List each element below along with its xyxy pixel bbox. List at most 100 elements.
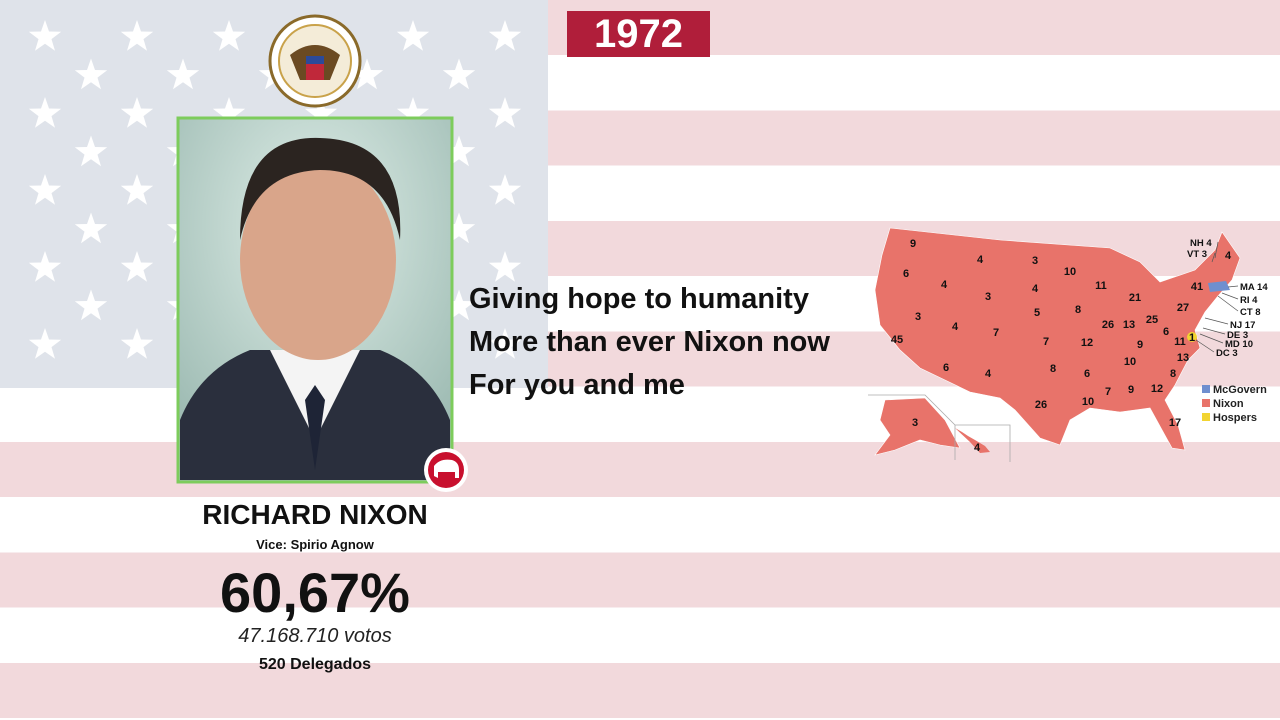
star [488, 20, 522, 51]
callout-label: MA 14 [1240, 282, 1268, 293]
hawaii [955, 428, 990, 453]
legend-swatch [1202, 385, 1210, 393]
state-electors: 12 [1151, 383, 1163, 395]
state-electors: 13 [1123, 319, 1135, 331]
legend-label: Hospers [1213, 412, 1257, 424]
star [350, 58, 384, 90]
state-electors: 5 [1034, 307, 1040, 319]
star [212, 97, 246, 128]
callout-line [1195, 339, 1215, 353]
state-electors: 4 [1032, 283, 1039, 295]
star [120, 251, 154, 282]
hospers-va [1187, 332, 1197, 342]
alaska [874, 397, 961, 456]
star [74, 289, 108, 321]
inset-lines [868, 394, 1011, 462]
state-electors: 9 [1128, 384, 1134, 396]
star [74, 135, 108, 167]
vote-count: 47.168.710 votos [238, 625, 392, 647]
state-electors: 7 [1105, 386, 1111, 398]
state-electors: 10 [1064, 266, 1076, 278]
delegates: 520 Delegados [258, 656, 372, 673]
callout-line [1204, 317, 1229, 325]
star [28, 20, 62, 51]
state-electors: 17 [1169, 417, 1181, 429]
star [442, 135, 476, 167]
callout-label: VT 3 [1187, 249, 1207, 260]
star [304, 97, 338, 128]
star [442, 289, 476, 321]
state-electors: 3 [915, 311, 921, 323]
star [120, 174, 154, 205]
state-electors: 7 [993, 327, 999, 339]
state-electors: 4 [985, 368, 992, 380]
star [212, 20, 246, 51]
legend-label: Nixon [1213, 398, 1244, 410]
state-electors: 7 [1043, 336, 1049, 348]
lyrics: Giving hope to humanity More than ever Ni… [469, 278, 830, 407]
callout-line [1214, 241, 1219, 259]
callout-label: DE 3 [1227, 330, 1248, 341]
legend-swatch [1202, 413, 1210, 421]
star [488, 251, 522, 282]
star [120, 328, 154, 359]
state-electors: 10 [1082, 396, 1094, 408]
star [28, 251, 62, 282]
vote-percent: 60,67% [220, 561, 410, 624]
state-electors: 10 [1124, 356, 1136, 368]
callout-label: NH 4 [1190, 238, 1212, 249]
state-electors: 6 [903, 268, 909, 280]
state-electors: 4 [977, 254, 984, 266]
star [74, 58, 108, 90]
star [120, 20, 154, 51]
star [396, 97, 430, 128]
callout-line [1211, 252, 1216, 263]
callout-line [1199, 333, 1224, 344]
star [442, 212, 476, 244]
contiguous-us [874, 227, 1241, 451]
state-electors: 8 [1075, 304, 1081, 316]
candidate-name: RICHARD NIXON [202, 499, 428, 530]
state-electors: 6 [1084, 368, 1090, 380]
state-electors: 8 [1050, 363, 1056, 375]
star [396, 20, 430, 51]
state-electors: 3 [912, 417, 918, 429]
star [488, 174, 522, 205]
state-electors: 27 [1177, 302, 1189, 314]
hair [240, 137, 401, 240]
elephant [434, 459, 459, 478]
face [240, 160, 396, 360]
stripe [0, 552, 1280, 608]
state-electors: 45 [891, 334, 903, 346]
mcgovern-ma [1208, 281, 1230, 292]
star [74, 212, 108, 244]
vice-president: Vice: Spirio Agnow [256, 537, 374, 552]
state-electors: 4 [941, 279, 948, 291]
state-electors: 8 [1170, 368, 1176, 380]
state-electors: 41 [1191, 281, 1203, 293]
legend-swatch [1202, 399, 1210, 407]
state-electors: 3 [1032, 255, 1038, 267]
state-electors: 26 [1035, 399, 1047, 411]
star [28, 328, 62, 359]
state-electors: 21 [1129, 292, 1141, 304]
star [28, 174, 62, 205]
lyric-line: Giving hope to humanity [469, 283, 809, 315]
state-electors: 9 [1137, 339, 1143, 351]
legend-label: McGovern [1213, 384, 1267, 396]
star [442, 58, 476, 90]
callout-label: CT 8 [1240, 307, 1261, 318]
callout-label: RI 4 [1240, 295, 1258, 306]
state-electors: 6 [943, 362, 949, 374]
state-electors: 12 [1081, 337, 1093, 349]
state-electors: 11 [1174, 336, 1186, 348]
state-electors: 3 [985, 291, 991, 303]
lyric-line: More than ever Nixon now [469, 326, 830, 358]
state-electors: 9 [910, 238, 916, 250]
callout-label: MD 10 [1225, 339, 1253, 350]
star [488, 328, 522, 359]
year-badge: 1972 [567, 11, 710, 57]
